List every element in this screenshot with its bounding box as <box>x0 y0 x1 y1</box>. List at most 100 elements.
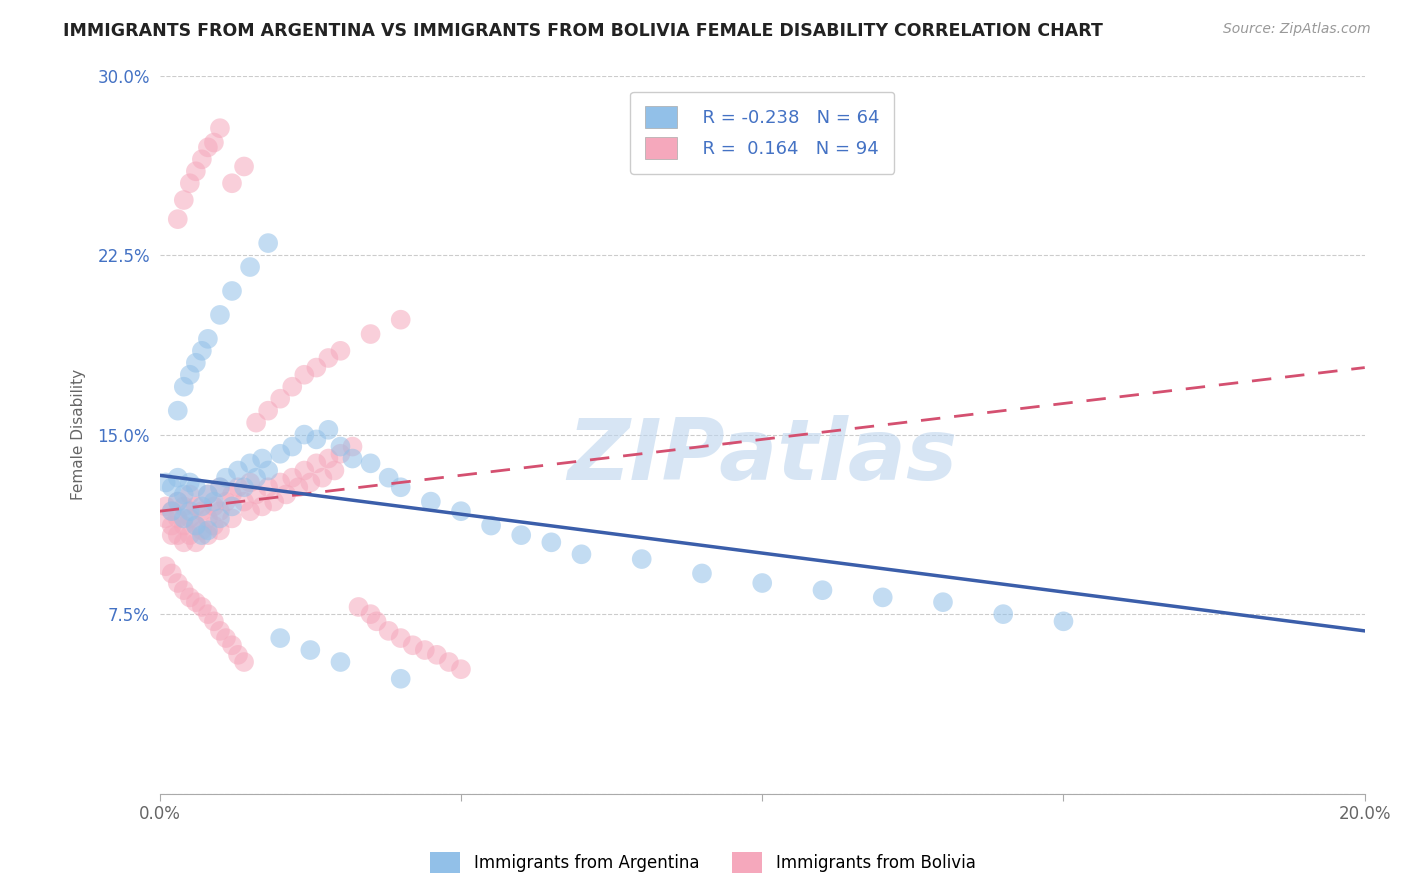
Point <box>233 480 256 494</box>
Legend: Immigrants from Argentina, Immigrants from Bolivia: Immigrants from Argentina, Immigrants fr… <box>423 846 983 880</box>
Point <box>233 160 256 174</box>
Point <box>329 655 352 669</box>
Point <box>389 672 412 686</box>
Point <box>173 380 195 394</box>
Point <box>184 356 207 370</box>
Point <box>250 451 273 466</box>
Point <box>184 595 207 609</box>
Point <box>245 471 267 485</box>
Point <box>173 583 195 598</box>
Point <box>239 260 262 274</box>
Point <box>197 607 219 621</box>
Point <box>191 343 214 358</box>
Point <box>179 475 201 490</box>
Point <box>305 456 328 470</box>
Point <box>226 648 249 662</box>
Point <box>179 368 201 382</box>
Point <box>257 403 280 417</box>
Point <box>239 504 262 518</box>
Point <box>155 559 177 574</box>
Point <box>155 511 177 525</box>
Point <box>419 494 441 508</box>
Point <box>233 655 256 669</box>
Point <box>257 236 280 251</box>
Point <box>208 511 231 525</box>
Point <box>257 463 280 477</box>
Point <box>360 456 382 470</box>
Point <box>221 638 243 652</box>
Point <box>389 312 412 326</box>
Point <box>184 535 207 549</box>
Point <box>202 494 225 508</box>
Point <box>305 433 328 447</box>
Point <box>269 392 291 406</box>
Point <box>281 380 304 394</box>
Point <box>184 480 207 494</box>
Point <box>179 528 201 542</box>
Point <box>250 500 273 514</box>
Text: Source: ZipAtlas.com: Source: ZipAtlas.com <box>1223 22 1371 37</box>
Point <box>215 494 238 508</box>
Point <box>245 487 267 501</box>
Point <box>690 566 713 581</box>
Point <box>437 655 460 669</box>
Y-axis label: Female Disability: Female Disability <box>72 369 86 500</box>
Point <box>197 140 219 154</box>
Point <box>389 631 412 645</box>
Point <box>450 504 472 518</box>
Point <box>155 475 177 490</box>
Point <box>166 576 188 591</box>
Point <box>215 471 238 485</box>
Point <box>221 500 243 514</box>
Point <box>191 524 214 538</box>
Point <box>166 511 188 525</box>
Point <box>389 480 412 494</box>
Point <box>166 403 188 417</box>
Point <box>872 591 894 605</box>
Point <box>160 566 183 581</box>
Point <box>166 494 188 508</box>
Point <box>160 504 183 518</box>
Point <box>179 591 201 605</box>
Point <box>215 631 238 645</box>
Point <box>197 524 219 538</box>
Point <box>239 456 262 470</box>
Point <box>208 308 231 322</box>
Point <box>155 500 177 514</box>
Point <box>208 504 231 518</box>
Point <box>179 487 201 501</box>
Point <box>932 595 955 609</box>
Point <box>239 475 262 490</box>
Point <box>269 475 291 490</box>
Point <box>173 511 195 525</box>
Point <box>179 504 201 518</box>
Point <box>993 607 1015 621</box>
Text: IMMIGRANTS FROM ARGENTINA VS IMMIGRANTS FROM BOLIVIA FEMALE DISABILITY CORRELATI: IMMIGRANTS FROM ARGENTINA VS IMMIGRANTS … <box>63 22 1104 40</box>
Point <box>226 480 249 494</box>
Point <box>329 343 352 358</box>
Point <box>221 176 243 190</box>
Point <box>263 494 285 508</box>
Point <box>221 284 243 298</box>
Point <box>299 643 322 657</box>
Point <box>221 487 243 501</box>
Point <box>208 480 231 494</box>
Point <box>751 576 773 591</box>
Point <box>287 480 309 494</box>
Point <box>197 528 219 542</box>
Point <box>450 662 472 676</box>
Point <box>208 121 231 136</box>
Point <box>173 487 195 501</box>
Point <box>166 494 188 508</box>
Point <box>342 451 364 466</box>
Point <box>160 528 183 542</box>
Point <box>179 176 201 190</box>
Point <box>184 518 207 533</box>
Point <box>292 427 315 442</box>
Point <box>160 504 183 518</box>
Point <box>202 500 225 514</box>
Point <box>366 615 388 629</box>
Point <box>257 480 280 494</box>
Point <box>166 528 188 542</box>
Point <box>179 511 201 525</box>
